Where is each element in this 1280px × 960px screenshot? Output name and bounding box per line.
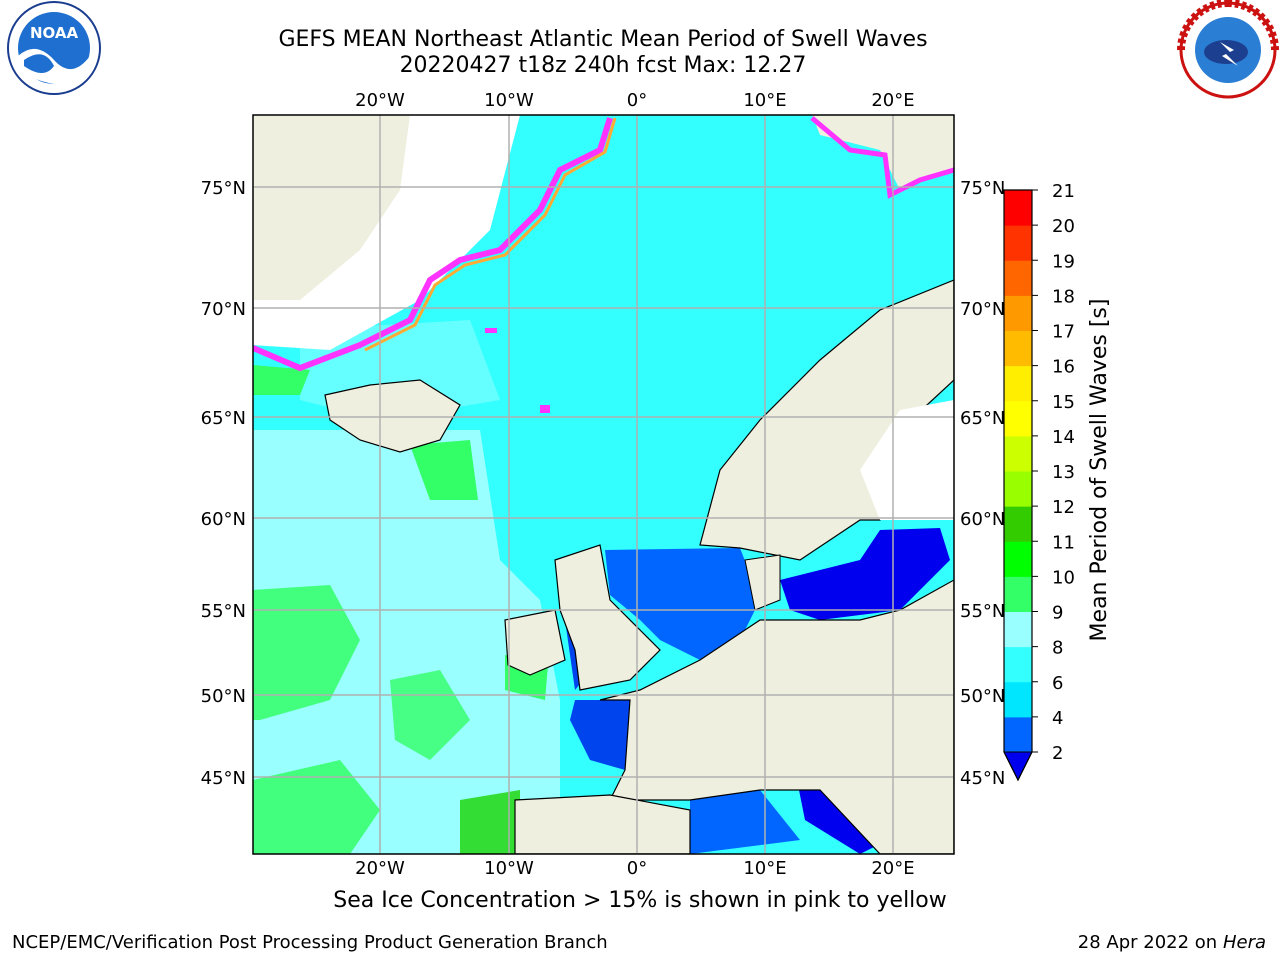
swell-patch-faroe — [410, 440, 478, 500]
colorbar-tick-label: 6 — [1052, 673, 1063, 694]
lat-label: 55°N — [960, 601, 1005, 622]
colorbar-swatch — [1004, 716, 1032, 753]
map-frame — [252, 114, 955, 855]
swell-patch-9-10s — [253, 585, 360, 720]
map-area — [253, 115, 954, 854]
lon-label: 10°W — [484, 858, 534, 879]
colorbar-tick-label: 11 — [1052, 532, 1075, 553]
swell-zone-8-9s — [253, 430, 560, 854]
north-sea-low-period — [605, 548, 760, 660]
colorbar-label: Mean Period of Swell Waves [s] — [1087, 299, 1112, 642]
colorbar-swatch — [1004, 260, 1032, 296]
colorbar-frame — [1003, 189, 1033, 782]
colorbar-tick-label: 20 — [1052, 216, 1075, 237]
colorbar: 2 4 6 8 9 10 11 12 13 14 15 16 17 18 19 20 21 — [1003, 181, 1075, 782]
colorbar-tick-label: 13 — [1052, 462, 1075, 483]
lat-label: 65°N — [201, 408, 246, 429]
lon-label: 20°W — [355, 858, 405, 879]
greenland-land — [253, 115, 410, 300]
colorbar-swatch — [1004, 506, 1032, 542]
lat-label: 75°N — [960, 178, 1005, 199]
lat-labels-left: 75°N 70°N 65°N 60°N 55°N 50°N 45°N — [201, 178, 246, 789]
lat-label: 75°N — [201, 178, 246, 199]
colorbar-tick-label: 17 — [1052, 322, 1075, 343]
lon-label: 20°W — [355, 90, 405, 111]
colorbar-tick-label: 18 — [1052, 286, 1075, 307]
nws-logo — [1177, 0, 1279, 99]
continental-europe — [599, 579, 954, 854]
lat-label: 70°N — [201, 299, 246, 320]
lat-label: 50°N — [201, 686, 246, 707]
iberian-peninsula — [514, 794, 691, 854]
lon-label: 10°E — [743, 858, 786, 879]
sea-ice-note: Sea Ice Concentration > 15% is shown in … — [333, 888, 947, 913]
colorbar-swatch — [1004, 646, 1032, 683]
lat-label: 50°N — [960, 686, 1005, 707]
lat-label: 45°N — [201, 768, 246, 789]
scandinavia — [699, 279, 954, 561]
lon-label: 0° — [627, 90, 647, 111]
colorbar-swatch — [1004, 295, 1032, 331]
lat-label: 65°N — [960, 408, 1005, 429]
lon-label: 20°E — [871, 858, 914, 879]
western-mediterranean — [690, 790, 800, 854]
colorbar-swatch — [1004, 225, 1032, 261]
colorbar-tick-label: 10 — [1052, 567, 1075, 588]
colorbar-tick-label: 14 — [1052, 427, 1075, 448]
colorbar-tick-label: 2 — [1052, 743, 1063, 764]
lat-label: 60°N — [201, 509, 246, 530]
colorbar-swatch — [1004, 611, 1032, 648]
lat-label: 70°N — [960, 299, 1005, 320]
generation-date-text: 28 Apr 2022 on — [1077, 932, 1223, 953]
colorbar-tick-label: 4 — [1052, 708, 1063, 729]
colorbar-tick-label: 19 — [1052, 251, 1075, 272]
lon-label: 0° — [627, 858, 647, 879]
colorbar-tick-label: 8 — [1052, 638, 1063, 659]
host-name: Hera — [1222, 932, 1266, 953]
colorbar-swatch — [1004, 576, 1032, 612]
colorbar-tick-label: 21 — [1052, 181, 1075, 202]
colorbar-swatch — [1004, 541, 1032, 577]
ireland — [504, 609, 566, 676]
producer-credit: NCEP/EMC/Verification Post Processing Pr… — [12, 932, 608, 953]
colorbar-swatch — [1004, 435, 1032, 472]
denmark — [744, 554, 781, 611]
colorbar-swatch — [1004, 681, 1032, 718]
colorbar-swatch — [1004, 400, 1032, 437]
colorbar-tick-label: 16 — [1052, 357, 1075, 378]
colorbar-tick-label: 9 — [1052, 603, 1063, 624]
colorbar-tick-label: 15 — [1052, 392, 1075, 413]
lon-label: 10°E — [743, 90, 786, 111]
chart-title: GEFS MEAN Northeast Atlantic Mean Period… — [278, 27, 928, 52]
generation-date: 28 Apr 2022 on Hera — [1078, 932, 1266, 953]
lon-labels-top: 20°W 10°W 0° 10°E 20°E — [355, 90, 914, 111]
colorbar-swatch — [1004, 471, 1032, 507]
chart-subtitle: 20220427 t18z 240h fcst Max: 12.27 — [399, 53, 807, 78]
baltic-sea — [780, 528, 950, 620]
svg-text:NOAA: NOAA — [30, 24, 79, 42]
lat-label: 45°N — [960, 768, 1005, 789]
gulf-of-bothnia-ice — [860, 400, 954, 520]
colorbar-swatch — [1004, 365, 1032, 402]
lon-labels-bottom: 20°W 10°W 0° 10°E 20°E — [355, 858, 914, 879]
colorbar-swatch — [1004, 190, 1032, 226]
colorbar-tick-label: 12 — [1052, 497, 1075, 518]
lat-label: 55°N — [201, 601, 246, 622]
sea-ice-edge — [253, 117, 613, 372]
noaa-logo: NOAA — [7, 1, 101, 95]
lon-label: 20°E — [871, 90, 914, 111]
colorbar-swatch — [1004, 330, 1032, 367]
lat-labels-right: 75°N 70°N 65°N 60°N 55°N 50°N 45°N — [960, 178, 1005, 789]
colorbar-extend-arrow — [1003, 751, 1033, 782]
iceland — [324, 379, 461, 453]
great-britain — [554, 544, 661, 691]
lon-label: 10°W — [484, 90, 534, 111]
graticule — [253, 115, 954, 854]
lat-label: 60°N — [960, 509, 1005, 530]
